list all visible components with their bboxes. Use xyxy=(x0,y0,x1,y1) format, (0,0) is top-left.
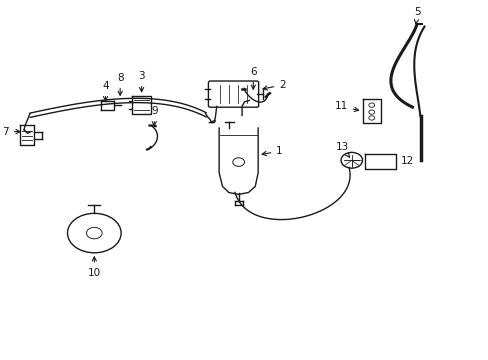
Text: 10: 10 xyxy=(87,257,101,278)
Text: 7: 7 xyxy=(2,127,20,136)
Text: 13: 13 xyxy=(335,142,349,157)
Text: 9: 9 xyxy=(151,106,157,126)
Text: 1: 1 xyxy=(262,146,283,156)
Text: 4: 4 xyxy=(102,81,109,101)
Text: 2: 2 xyxy=(263,80,285,90)
Text: 6: 6 xyxy=(249,67,256,89)
Text: 12: 12 xyxy=(400,156,413,166)
Text: 5: 5 xyxy=(413,7,420,24)
Text: 8: 8 xyxy=(117,73,123,95)
Text: 11: 11 xyxy=(334,102,358,112)
Text: 3: 3 xyxy=(138,71,144,92)
